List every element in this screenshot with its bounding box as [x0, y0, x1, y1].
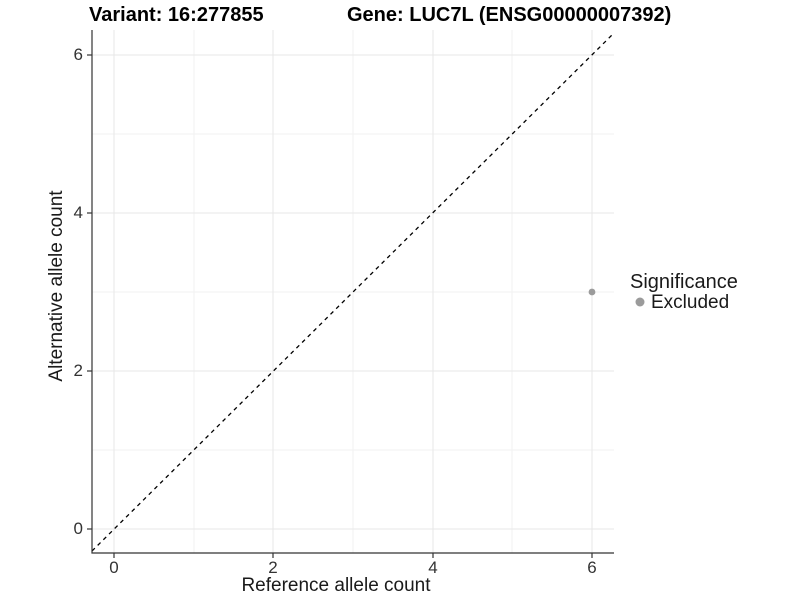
gridlines-major	[92, 30, 614, 553]
x-tick-label-2: 2	[268, 558, 278, 577]
legend-title: Significance	[630, 271, 738, 293]
gene-title: Gene: LUC7L (ENSG00000007392)	[347, 4, 672, 26]
y-tick-label-2: 2	[73, 361, 83, 380]
y-tick-label-0: 0	[73, 519, 83, 538]
legend: Significance	[630, 270, 738, 294]
variant-title: Variant: 16:277855	[89, 4, 264, 26]
x-tick-label-0: 0	[109, 558, 119, 577]
data-point	[588, 288, 596, 296]
y-tick-label-4: 4	[73, 203, 83, 222]
axis-lines	[91, 30, 614, 554]
x-axis-title: Reference allele count	[241, 575, 431, 596]
axis-ticks	[87, 54, 593, 558]
identity-line	[91, 32, 615, 552]
y-tick-label-6: 6	[73, 45, 83, 64]
legend-key-dot	[635, 297, 645, 307]
x-tick-label-4: 4	[428, 558, 438, 577]
y-axis-title: Alternative allele count	[46, 190, 67, 382]
gridlines-minor	[92, 30, 614, 553]
x-tick-label-6: 6	[587, 558, 597, 577]
legend-entry-excluded: Excluded	[651, 292, 730, 313]
